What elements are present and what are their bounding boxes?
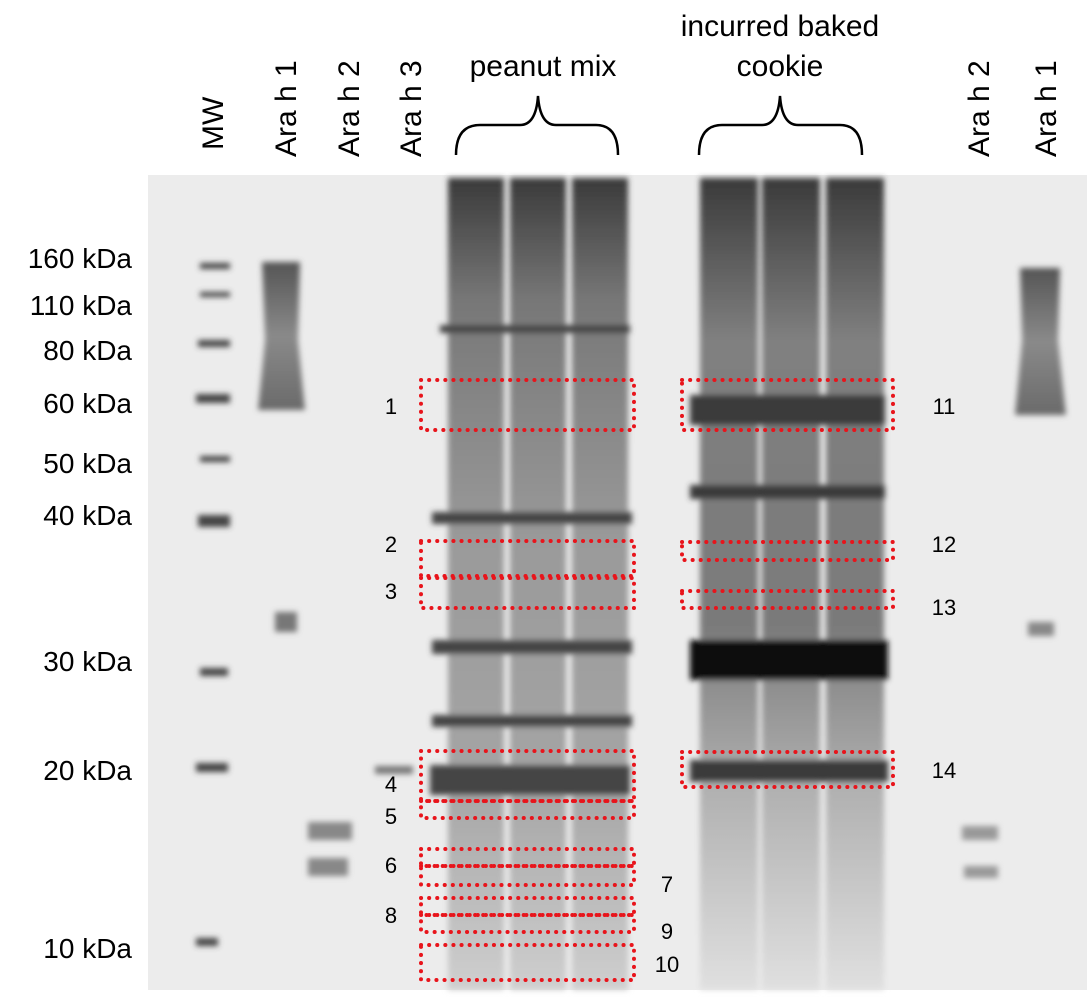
- region-box: [419, 799, 636, 820]
- region-label: 10: [655, 952, 679, 977]
- brace: [454, 95, 620, 156]
- region-label: 7: [661, 872, 673, 897]
- lane-label: Ara h 1: [1030, 60, 1063, 157]
- region-label: 11: [933, 394, 956, 419]
- region-label: 1: [385, 394, 397, 419]
- region-box: [680, 589, 895, 610]
- group-label: incurred baked: [681, 10, 879, 43]
- region-label: 14: [932, 758, 956, 783]
- mw-label: 30 kDa: [43, 646, 132, 677]
- region-label: 2: [385, 532, 397, 557]
- lane-label: Ara h 2: [333, 60, 366, 157]
- mw-labels: 160 kDa 110 kDa 80 kDa 60 kDa 50 kDa 40 …: [28, 243, 133, 964]
- region-box: [419, 943, 636, 982]
- region-box: [680, 750, 895, 789]
- region-box: [419, 913, 636, 934]
- region-box: [419, 847, 636, 868]
- region-box: [680, 378, 895, 432]
- group-labels: peanut mix incurred baked cookie: [454, 10, 879, 156]
- region-box: [419, 539, 636, 578]
- lane-labels: MW Ara h 1 Ara h 2 Ara h 3 Ara h 2 Ara h…: [197, 60, 1063, 157]
- mw-label: 20 kDa: [43, 755, 132, 786]
- mw-label: 10 kDa: [43, 933, 132, 964]
- brace: [697, 95, 864, 156]
- mw-label: 110 kDa: [30, 290, 133, 321]
- lane-label: MW: [197, 96, 230, 150]
- lane-label: Ara h 3: [395, 60, 428, 157]
- lane-label: Ara h 1: [270, 60, 303, 157]
- lane-label: Ara h 2: [963, 60, 996, 157]
- region-box: [419, 864, 636, 887]
- region-label: 8: [385, 903, 397, 928]
- region-label: 5: [385, 804, 397, 829]
- region-label: 6: [385, 853, 397, 878]
- region-label: 12: [932, 532, 956, 557]
- region-box: [419, 576, 636, 610]
- region-box: [680, 540, 895, 562]
- region-label: 4: [385, 772, 397, 797]
- mw-label: 160 kDa: [28, 243, 133, 274]
- gel-lanes: [196, 178, 1066, 990]
- group-label: cookie: [737, 50, 824, 83]
- mw-label: 50 kDa: [43, 448, 132, 479]
- region-label: 13: [932, 595, 956, 620]
- region-box: [419, 896, 636, 917]
- mw-label: 80 kDa: [43, 335, 132, 366]
- mw-label: 40 kDa: [43, 500, 132, 531]
- region-box: [419, 378, 636, 432]
- region-labels: 1 2 3 4 5 6 7 8 9 10 11 12 13 14: [385, 394, 956, 977]
- region-label: 9: [661, 919, 673, 944]
- region-box: [419, 749, 636, 803]
- region-boxes: [419, 378, 895, 982]
- group-label: peanut mix: [470, 50, 617, 83]
- mw-label: 60 kDa: [43, 388, 132, 419]
- region-label: 3: [385, 579, 397, 604]
